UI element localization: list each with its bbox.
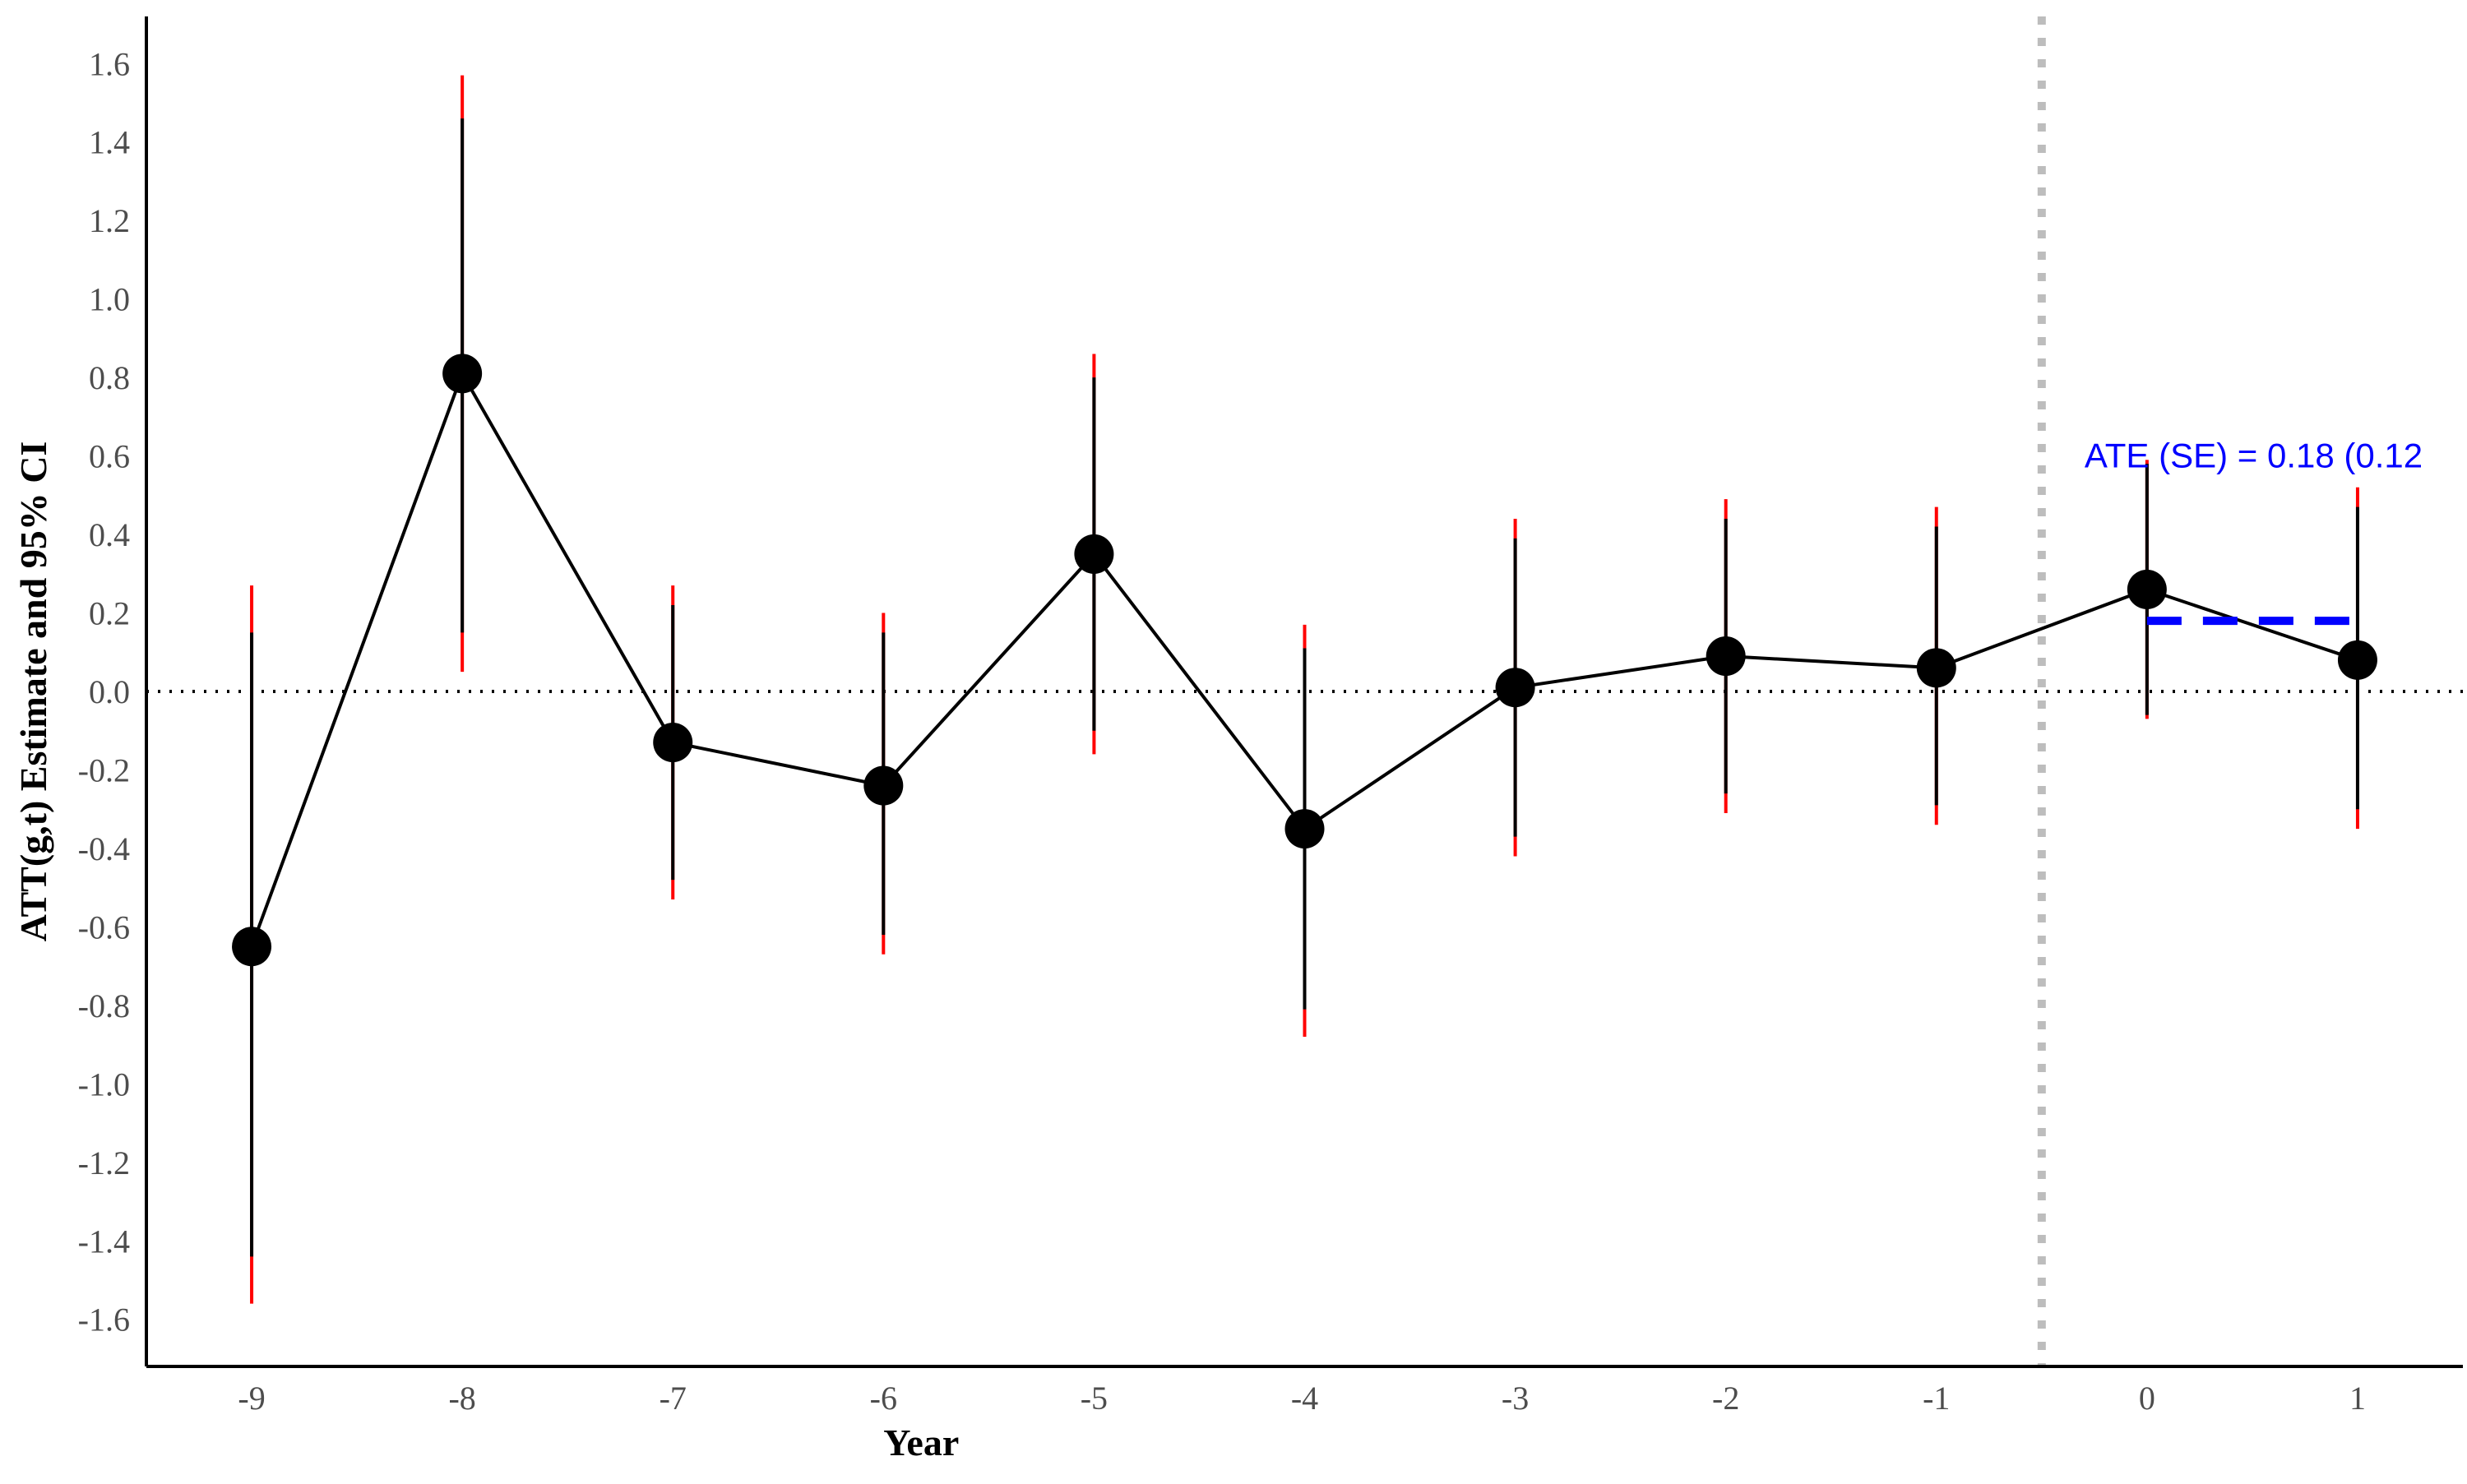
- x-tick-label: -3: [1502, 1380, 1529, 1417]
- x-tick-label: -6: [870, 1380, 897, 1417]
- x-tick-label: -2: [1712, 1380, 1739, 1417]
- x-tick-label: -4: [1291, 1380, 1318, 1417]
- estimate-point: [1495, 668, 1535, 708]
- y-tick-label: 1.2: [89, 202, 130, 239]
- y-tick-label: 0.4: [89, 516, 130, 553]
- estimate-point: [1074, 534, 1114, 574]
- y-tick-label: 1.6: [89, 45, 130, 82]
- y-tick-label: -1.2: [78, 1144, 130, 1181]
- x-tick-label: -1: [1923, 1380, 1950, 1417]
- x-tick-label: -7: [660, 1380, 687, 1417]
- x-tick-label: -8: [448, 1380, 475, 1417]
- estimate-point: [863, 765, 904, 806]
- estimate-point: [2337, 640, 2377, 680]
- y-tick-label: 1.0: [89, 281, 130, 318]
- x-tick-label: 1: [2349, 1380, 2366, 1417]
- y-tick-label: 0.6: [89, 438, 130, 475]
- x-tick-labels: -9 -8 -7 -6 -5 -4 -3 -2 -1 0 1: [238, 1380, 2366, 1417]
- x-tick-label: -9: [238, 1380, 265, 1417]
- estimate-point: [2127, 569, 2167, 609]
- y-tick-label: -0.4: [78, 830, 130, 867]
- x-tick-label: -5: [1081, 1380, 1108, 1417]
- estimate-points: [232, 354, 2377, 967]
- x-axis-title: Year: [883, 1422, 959, 1463]
- estimate-point: [1284, 809, 1325, 849]
- y-tick-label: -0.2: [78, 751, 130, 788]
- estimate-point: [442, 354, 483, 394]
- estimate-point: [653, 723, 693, 763]
- estimate-point: [1916, 648, 1956, 688]
- estimate-point: [1706, 636, 1746, 677]
- y-tick-label: -0.6: [78, 908, 130, 945]
- y-tick-label: -0.8: [78, 987, 130, 1024]
- y-tick-label: 0.8: [89, 359, 130, 396]
- ate-label: ATE (SE) = 0.18 (0.12: [2085, 437, 2423, 475]
- x-tick-label: 0: [2139, 1380, 2155, 1417]
- y-tick-label: -1.0: [78, 1066, 130, 1103]
- ate-group: ATE (SE) = 0.18 (0.12: [2085, 437, 2423, 626]
- axes: [145, 16, 2463, 1368]
- y-axis-title: ATT(g,t) Estimate and 95% CI: [12, 442, 54, 942]
- y-tick-label: -1.4: [78, 1223, 130, 1260]
- y-tick-label: 1.4: [89, 124, 130, 161]
- y-tick-label: 0.2: [89, 595, 130, 632]
- y-tick-labels: -1.6 -1.4 -1.2 -1.0 -0.8 -0.6 -0.4 -0.2 0.0 0.2 0.…: [78, 45, 130, 1338]
- estimate-point: [232, 927, 272, 967]
- y-tick-label: 0.0: [89, 673, 130, 710]
- y-tick-label: -1.6: [78, 1301, 130, 1338]
